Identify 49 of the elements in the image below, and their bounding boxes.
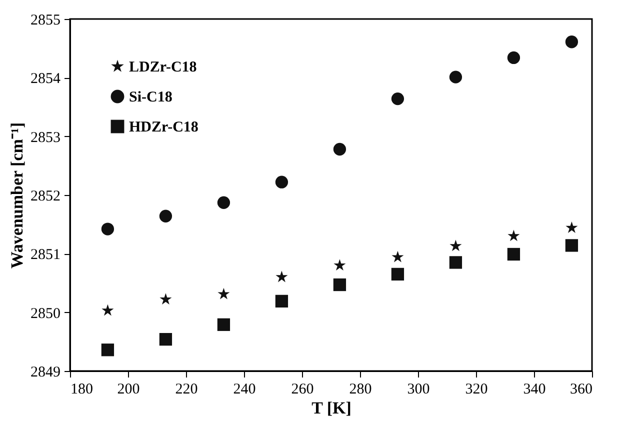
x-tick-label: 300 [407, 382, 430, 398]
y-tick-label: 2851 [30, 247, 60, 264]
point [159, 210, 172, 222]
point [334, 259, 346, 271]
x-tick-label: 220 [175, 382, 198, 398]
point [391, 92, 404, 106]
y-axis-title: Wavenumber [cm⁻¹] [8, 122, 26, 269]
point [507, 51, 520, 64]
x-tick-label: 260 [291, 382, 314, 398]
point [160, 293, 172, 305]
y-tick-label: 2855 [30, 12, 60, 28]
x-tick-label: 320 [465, 382, 488, 398]
point [101, 344, 114, 356]
point [218, 288, 230, 300]
x-tick-label: 200 [117, 382, 140, 398]
y-tick-label: 2849 [30, 364, 60, 380]
y-tick-label: 2852 [30, 188, 60, 204]
x-tick-label: 360 [570, 382, 592, 398]
y-tick-label: 2850 [30, 306, 60, 322]
legend-label: Si-C18 [129, 90, 172, 106]
legend-label: LDZr-C18 [129, 60, 197, 76]
point [392, 250, 404, 262]
x-tick-label: 280 [349, 382, 372, 398]
point [565, 239, 578, 252]
point [566, 222, 578, 233]
point [449, 256, 462, 269]
point [217, 318, 230, 331]
point [565, 36, 578, 48]
point [391, 268, 404, 281]
point [159, 332, 172, 346]
point [507, 248, 520, 261]
x-tick-label: 180 [70, 382, 93, 398]
point [275, 294, 288, 308]
point [101, 222, 114, 236]
x-axis-title: T [K] [312, 398, 352, 418]
legend-label: HDZr-C18 [129, 120, 198, 136]
point [449, 70, 462, 84]
point [276, 270, 288, 282]
y-tick-label: 2854 [30, 71, 61, 88]
y-tick-label: 2853 [30, 130, 60, 146]
x-tick-label: 340 [523, 382, 546, 398]
point [508, 230, 520, 242]
point [275, 176, 288, 188]
point [217, 196, 230, 209]
point [450, 240, 462, 252]
point [333, 142, 346, 156]
x-tick-label: 240 [233, 382, 256, 398]
point [333, 278, 346, 292]
point [102, 304, 114, 316]
